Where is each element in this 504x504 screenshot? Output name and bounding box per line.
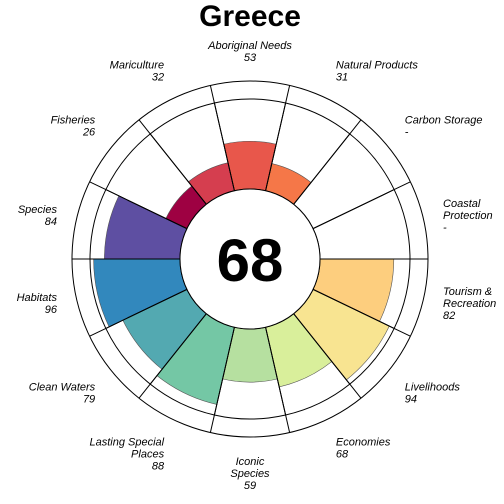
label-fisheries: Fisheries 26 <box>51 115 96 139</box>
petal-divider <box>209 414 215 433</box>
label-name-habitats: Habitats <box>17 292 58 304</box>
label-name-fisheries: Fisheries <box>51 115 96 127</box>
label-score-coastal-protection: - <box>443 222 447 234</box>
label-name-coastal-protection: Coastal <box>443 198 481 210</box>
chart-title: Greece <box>199 0 301 33</box>
petal-divider <box>138 119 151 135</box>
label-score-mariculture: 32 <box>152 72 164 84</box>
label-score-habitats: 96 <box>45 304 58 316</box>
label-name-lasting-special-places: Places <box>131 448 165 460</box>
label-score-natural-products: 31 <box>336 72 348 84</box>
inner-circle <box>179 188 321 330</box>
label-name-natural-products: Natural Products <box>336 60 418 72</box>
label-name-lasting-special-places: Lasting Special <box>89 436 164 448</box>
label-score-fisheries: 26 <box>82 127 96 139</box>
outer-ring <box>71 80 429 438</box>
label-score-livelihoods: 94 <box>405 393 417 405</box>
label-species: Species 84 <box>18 204 58 228</box>
label-habitats: Habitats 96 <box>17 292 58 316</box>
label-name-iconic-species: Iconic <box>236 456 265 468</box>
label-livelihoods: Livelihoods 94 <box>405 381 461 405</box>
label-name-economies: Economies <box>336 436 391 448</box>
label-name-tourism-recreation: Recreation <box>443 298 496 310</box>
label-clean-waters: Clean Waters 79 <box>29 381 96 405</box>
label-name-tourism-recreation: Tourism & <box>443 286 492 298</box>
petal-background-carbon-storage <box>293 133 395 229</box>
label-score-tourism-recreation: 82 <box>443 310 455 322</box>
petal-divider <box>393 327 411 337</box>
label-name-mariculture: Mariculture <box>110 60 164 72</box>
petal-labels: Fisheries 26 Mariculture 32 Aboriginal Needs… <box>17 40 497 492</box>
petal-divider <box>89 181 107 191</box>
petal-fills <box>93 141 395 405</box>
label-coastal-protection: Coastal Protection - <box>443 198 493 234</box>
label-score-iconic-species: 59 <box>244 480 256 492</box>
petal-background-coastal-protection <box>313 189 410 259</box>
center-score: 68 <box>217 227 284 294</box>
label-score-clean-waters: 79 <box>83 393 95 405</box>
label-carbon-storage: Carbon Storage - <box>405 115 483 139</box>
label-score-carbon-storage: - <box>405 127 409 139</box>
label-name-species: Species <box>18 204 58 216</box>
label-natural-products: Natural Products 31 <box>336 60 418 84</box>
label-name-livelihoods: Livelihoods <box>405 381 461 393</box>
petal-divider <box>349 119 362 135</box>
petal-divider <box>349 383 362 399</box>
label-mariculture: Mariculture 32 <box>110 60 164 84</box>
label-aboriginal-needs: Aboriginal Needs 53 <box>207 40 292 64</box>
label-score-lasting-special-places: 88 <box>152 460 165 472</box>
petal-divider <box>138 383 151 399</box>
petal-divider <box>285 414 291 433</box>
label-score-aboriginal-needs: 53 <box>244 52 257 64</box>
label-name-carbon-storage: Carbon Storage <box>405 115 483 127</box>
petal-divider <box>209 85 215 104</box>
petal-divider <box>393 181 411 191</box>
label-name-clean-waters: Clean Waters <box>29 381 96 393</box>
petal-divider <box>89 327 107 337</box>
label-lasting-special-places: Lasting Special Places 88 <box>89 436 164 472</box>
petal-divider <box>285 85 291 104</box>
label-tourism-recreation: Tourism & Recreation 82 <box>443 286 496 322</box>
label-name-iconic-species: Species <box>230 468 270 480</box>
label-name-coastal-protection: Protection <box>443 210 493 222</box>
label-economies: Economies 68 <box>336 436 391 460</box>
label-score-species: 84 <box>45 216 57 228</box>
label-score-economies: 68 <box>336 448 349 460</box>
label-iconic-species: Iconic Species 59 <box>230 456 270 492</box>
label-name-aboriginal-needs: Aboriginal Needs <box>207 40 292 52</box>
